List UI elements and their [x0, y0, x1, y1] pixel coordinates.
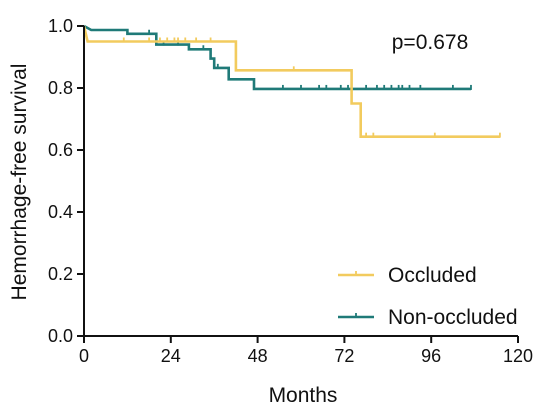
- y-tick-label: 0.4: [48, 202, 73, 222]
- x-tick-label: 0: [79, 346, 89, 366]
- p-value-annotation: p=0.678: [392, 31, 469, 54]
- y-tick-label: 1.0: [48, 16, 73, 36]
- series-line-non-occluded: [83, 24, 471, 91]
- y-tick-label: 0.8: [48, 78, 73, 98]
- x-tick-label: 24: [161, 346, 181, 366]
- y-axis-label: Hemorrhage-free survival: [8, 64, 31, 301]
- axes: 0.0 0.2 0.4 0.6 0.8 1.0 0 24 48 72 96 120: [48, 16, 533, 366]
- plot-area: [82, 24, 501, 138]
- x-axis-label: Months: [269, 384, 338, 407]
- x-tick-label: 48: [248, 346, 268, 366]
- x-tick-label: 96: [421, 346, 441, 366]
- y-tick-label: 0.0: [48, 326, 73, 346]
- legend: Occluded Non-occluded: [338, 264, 518, 329]
- x-tick-label: 72: [334, 346, 354, 366]
- legend-label-occluded: Occluded: [388, 264, 477, 287]
- series-line-occluded: [82, 25, 500, 138]
- y-tick-label: 0.6: [48, 140, 73, 160]
- x-tick-label: 120: [503, 346, 533, 366]
- legend-label-non-occluded: Non-occluded: [388, 306, 518, 329]
- y-tick-label: 0.2: [48, 264, 73, 284]
